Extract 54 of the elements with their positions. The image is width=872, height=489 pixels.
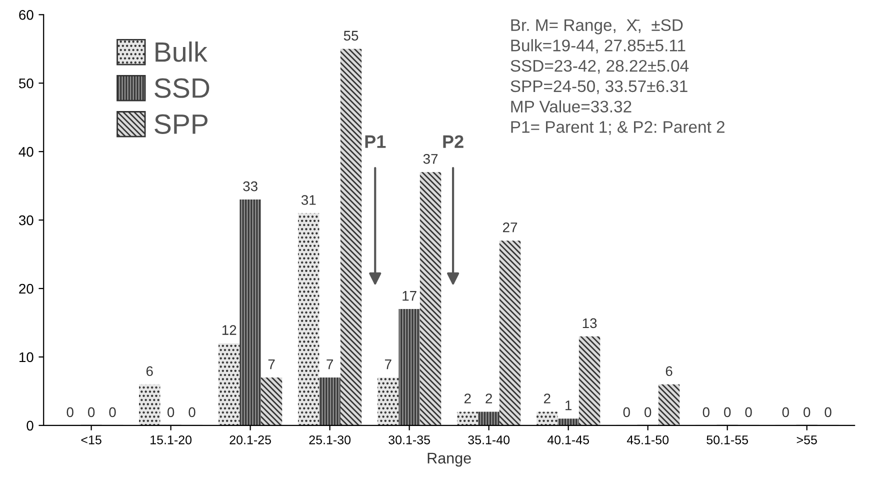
- annotation: P1: [365, 135, 386, 148]
- data-label: 2: [486, 394, 492, 404]
- y-tick-label: 20: [19, 284, 34, 294]
- data-label: 12: [222, 325, 236, 335]
- data-label: 13: [582, 318, 597, 328]
- data-label: 0: [88, 407, 95, 418]
- x-tick-label: 30.1-35: [388, 435, 430, 444]
- y-tick-label: 30: [18, 215, 34, 226]
- annotation: Br. M= Range, X̄, ±SD Bulk=19-44, 27.85±5.11 SSD=23-42, 28.22±5.04 SPP=24-50, 33.57±6.31 MP Value=33.32 P1= Parent 1; & P2: Parent 2: [510, 19, 724, 135]
- data-label: 31: [301, 195, 316, 205]
- data-label: 33: [243, 181, 258, 192]
- legend-label: SPP: [154, 114, 208, 134]
- x-tick-label: 50.1-55: [706, 435, 748, 444]
- data-label: 0: [167, 407, 174, 418]
- data-label: 0: [66, 407, 74, 418]
- legend-label: SSD: [154, 78, 210, 98]
- data-label: 37: [423, 154, 438, 164]
- data-label: 2: [544, 394, 550, 404]
- data-label: 7: [384, 360, 392, 370]
- data-label: 7: [268, 360, 275, 370]
- data-label: 0: [724, 407, 731, 418]
- y-tick-label: 60: [19, 10, 34, 20]
- data-label: 0: [109, 407, 116, 418]
- data-label: 0: [644, 407, 652, 418]
- data-label: 6: [146, 366, 153, 376]
- x-axis-title: Range: [428, 452, 471, 467]
- data-label: 0: [623, 407, 630, 418]
- data-label: 0: [188, 407, 196, 418]
- data-label: 0: [782, 407, 789, 418]
- y-tick-label: 0: [26, 420, 34, 431]
- y-tick-label: 40: [18, 146, 34, 157]
- data-label: 0: [824, 407, 832, 418]
- x-tick-label: 40.1-45: [547, 435, 590, 444]
- x-tick-label: <15: [81, 436, 102, 444]
- x-tick-label: 45.1-50: [626, 435, 669, 444]
- data-label: 0: [702, 407, 710, 418]
- x-tick-label: 35.1-40: [468, 435, 510, 444]
- annotation: P2: [443, 135, 464, 148]
- data-label: 0: [804, 407, 810, 418]
- x-tick-label: >55: [796, 436, 817, 444]
- data-label: 6: [666, 366, 672, 376]
- x-tick-label: 15.1-20: [150, 435, 192, 444]
- x-tick-label: 25.1-30: [309, 435, 351, 444]
- data-label: 55: [344, 30, 358, 41]
- legend-label: Bulk: [156, 41, 208, 62]
- data-label: 1: [566, 400, 572, 410]
- data-label: 17: [402, 291, 416, 301]
- data-label: 2: [464, 394, 471, 404]
- data-label: 0: [745, 407, 752, 418]
- y-tick-label: 50: [18, 78, 34, 88]
- data-label: 7: [326, 360, 333, 370]
- y-tick-label: 10: [19, 352, 34, 362]
- data-label: 27: [503, 222, 518, 232]
- x-tick-label: 20.1-25: [230, 435, 271, 444]
